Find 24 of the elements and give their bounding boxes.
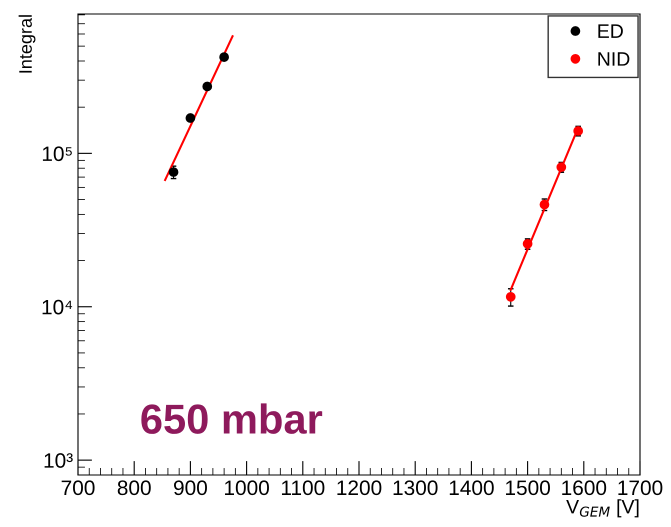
x-tick-label: 1600	[562, 480, 606, 496]
point	[219, 52, 229, 62]
x-tick-label: 1500	[506, 480, 550, 496]
y-tick-label: 10³	[44, 453, 73, 468]
x-tick-label: 700	[62, 480, 95, 496]
y-tick-label: 10⁴	[42, 300, 72, 314]
annotation: 650 mbar	[141, 403, 322, 434]
point	[168, 167, 178, 177]
x-axis-title: V$_{GEM}$ [V]	[566, 499, 638, 518]
point	[202, 82, 212, 92]
x-tick-label: 1400	[450, 480, 494, 496]
y-tick-label: 10⁵	[42, 146, 72, 162]
legend-label: NID	[598, 52, 630, 66]
x-tick-label: 800	[118, 480, 151, 496]
x-tick-label: 1700	[618, 480, 662, 496]
y-axis-title: Integral	[18, 15, 36, 73]
legend-label: ED	[598, 24, 623, 38]
x-tick-label: 1300	[394, 480, 438, 496]
x-tick-label: 900	[174, 480, 207, 496]
point	[186, 113, 196, 123]
x-tick-label: 1100	[282, 480, 324, 496]
x-tick-label: 1000	[225, 480, 269, 496]
point	[506, 292, 516, 302]
x-tick-label: 1200	[337, 480, 382, 496]
